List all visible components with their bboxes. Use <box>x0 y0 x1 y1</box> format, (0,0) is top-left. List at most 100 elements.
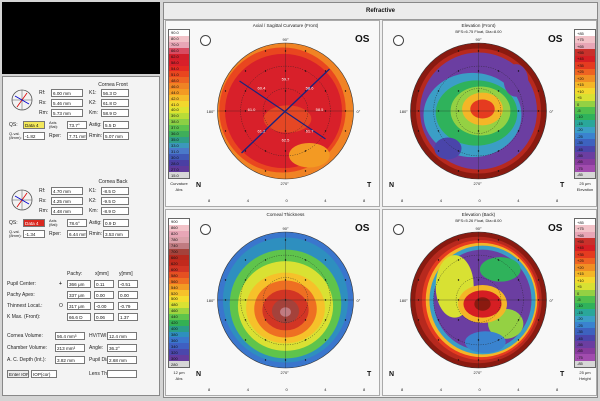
map-title: Elevation (Back) <box>461 212 496 217</box>
front-qval-value: -1.82 <box>23 132 45 140</box>
color-scale: 90.0 80.0 70.0 66.0 62.0 58.0 54.0 51.0 48.0 46.0… <box>168 29 190 179</box>
front-k2-value: 61.8 D <box>101 99 129 107</box>
pachy-x-value: -0.00 <box>94 302 114 310</box>
topography-map[interactable]: 0° 90° 180° 270° <box>166 210 381 397</box>
scale-step: 600 <box>169 266 189 273</box>
topography-map[interactable]: 0° 90° 180° 270° <box>383 21 598 208</box>
pupil-dia-label: Pupil Dia: <box>89 357 111 363</box>
svg-text:90°: 90° <box>476 226 482 231</box>
axis-tick-label: 4 <box>517 198 520 203</box>
scale-step: 42.0 <box>169 95 189 102</box>
scale-step: -5 <box>575 107 595 114</box>
back-rper-label: Rper: <box>49 231 62 237</box>
scale-step: +35 <box>575 62 595 69</box>
lens-thickness-field[interactable] <box>107 370 137 378</box>
back-rf-label: Rf: <box>39 188 46 194</box>
map-title: Axial / Sagittal Curvature (Front) <box>252 23 319 28</box>
axis-tick-label: 4 <box>439 387 442 392</box>
scale-step: -75 <box>575 354 595 361</box>
back-qval-label: Q-val. (8mm): <box>9 229 22 238</box>
curvature-value-label: 61.0 <box>248 107 257 112</box>
scale-unit: 25 μm <box>579 181 591 186</box>
scale-step: 38.0 <box>169 118 189 125</box>
scale-step: -10 <box>575 302 595 310</box>
scale-unit: Curvature <box>170 181 188 186</box>
axis-tick-label: 0 <box>478 387 481 392</box>
axis-tick-label: 0 <box>285 387 288 392</box>
axis-tick-label: 8 <box>401 387 404 392</box>
back-k1-label: K1: <box>89 188 97 194</box>
pachy-value: 317 μm <box>67 302 91 310</box>
back-qval-value: -1.34 <box>23 230 45 238</box>
scale-step: -65 <box>575 158 595 166</box>
pachy-value: 337 μm <box>67 291 91 299</box>
ac-depth-value: 3.82 mm <box>55 356 85 364</box>
hv-twi-label: HV/TWI: <box>89 333 108 339</box>
y-col-header: y[mm] <box>119 271 133 277</box>
front-km-label: Km: <box>89 110 98 116</box>
enter-iop-button[interactable]: Enter IOP <box>7 370 29 378</box>
front-axis-label: Axis (flat): <box>49 120 59 129</box>
curvature-value-label: 61.2 <box>258 129 267 134</box>
eye-side-label: OS <box>548 34 563 45</box>
scale-step: 560 <box>169 278 189 285</box>
front-rper-label: Rper: <box>49 133 62 139</box>
pachy-y-value: -0.51 <box>118 280 138 288</box>
svg-text:180°: 180° <box>400 298 409 303</box>
back-axis-label: Axis (flat): <box>49 218 59 227</box>
scale-step: -55 <box>575 152 595 159</box>
back-km-value: -8.9 D <box>101 207 129 215</box>
scale-step: 51.0 <box>169 71 189 78</box>
back-rs-value: 4.25 mm <box>51 197 83 205</box>
front-k1-value: 56.3 D <box>101 89 129 97</box>
pachy-row-label: Pachy Apex: <box>7 292 35 298</box>
temporal-label: T <box>367 182 372 189</box>
back-axis-value: 78.6° <box>67 219 87 227</box>
axis-tick-label: 4 <box>517 387 520 392</box>
scale-step: 620 <box>169 260 189 267</box>
chamber-volume-value: 213 mm³ <box>55 344 85 352</box>
axis-tick-label: 8 <box>363 387 366 392</box>
scale-step: 580 <box>169 272 189 279</box>
scale-step: +45 <box>575 244 595 252</box>
pachy-value: 366 μm <box>67 280 91 288</box>
topography-map[interactable]: 0° 90° 180° 270° <box>383 210 598 397</box>
svg-text:270°: 270° <box>281 181 290 186</box>
scale-step: -45 <box>575 334 595 342</box>
scale-step: 48.0 <box>169 77 189 84</box>
eye-side-label: OS <box>355 223 370 234</box>
scale-step: +15 <box>575 270 595 277</box>
scale-step: 90.0 <box>169 30 189 36</box>
scale-step: -45 <box>575 145 595 153</box>
axis-tick-label: 8 <box>556 387 559 392</box>
scale-step: 35.0 <box>169 136 189 143</box>
svg-text:270°: 270° <box>474 181 483 186</box>
axis-tick-label: 0 <box>285 198 288 203</box>
iop-field[interactable]: IOP(cor) <box>31 370 57 378</box>
scale-step: +10 <box>575 276 595 284</box>
x-col-header: x[mm] <box>95 271 109 277</box>
scale-type: Abs <box>175 376 183 381</box>
scale-step: -55 <box>575 341 595 348</box>
front-qs-value: Data 4 <box>23 121 45 129</box>
scale-step: -35 <box>575 328 595 335</box>
scale-step: 31.0 <box>169 148 189 155</box>
scale-step: -25 <box>575 133 595 140</box>
front-rf-label: Rf: <box>39 90 46 96</box>
scale-step: 41.0 <box>169 101 189 107</box>
curvature-value-label: 58.6 <box>306 85 315 90</box>
scale-step: 33.0 <box>169 142 189 149</box>
curvature-value-label: 62.5 <box>282 138 291 143</box>
back-rs-label: Rs: <box>39 198 47 204</box>
color-scale: +85 +75 +65 +55 +45 +35 +25 +20 +15 +10 +5 0 -5 -10 -1… <box>574 29 596 179</box>
cornea-back-title: Cornea Back <box>98 179 128 185</box>
scale-step: +5 <box>575 283 595 290</box>
patient-eye-icon <box>393 224 404 235</box>
scale-step: +5 <box>575 94 595 101</box>
scale-step: 36.0 <box>169 130 189 137</box>
axis-tick-label: 4 <box>246 198 249 203</box>
scale-step: 0 <box>575 100 595 108</box>
nasal-label: N <box>196 371 202 378</box>
topography-map[interactable]: 0° 90° 180° 270° 58.5 61.7 62.5 61.2 61.0 60.4 59.… <box>166 21 381 208</box>
patient-eye-icon <box>393 35 404 46</box>
